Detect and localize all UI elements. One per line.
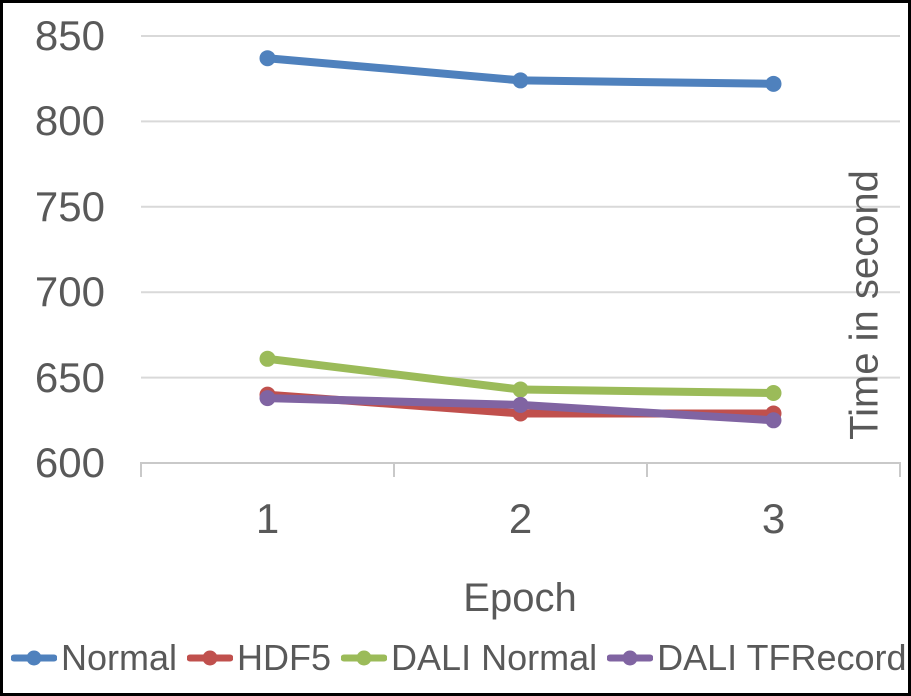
y-tick-label-700: 700: [34, 268, 105, 316]
series-marker-dali-normal-1: [259, 350, 276, 367]
legend-line-marker-icon: [11, 650, 57, 666]
series-marker-dali-normal-3: [765, 384, 782, 401]
series-marker-dali-tfrecord-2: [512, 396, 529, 413]
legend-item-normal: Normal: [11, 637, 177, 679]
legend-label: DALI TFRecord: [657, 637, 907, 678]
series-marker-dali-tfrecord-3: [765, 412, 782, 429]
x-tick-label-2: 2: [508, 495, 533, 542]
legend-line-marker-icon: [341, 650, 388, 666]
y-tick-label-800: 800: [34, 97, 105, 145]
y-tick-label-600: 600: [34, 439, 105, 486]
y-tick-label-750: 750: [34, 182, 105, 230]
series-marker-dali-normal-2: [512, 381, 529, 398]
legend-line-marker-icon: [607, 650, 654, 666]
legend-line-marker-icon: [187, 650, 234, 666]
series-marker-normal-3: [765, 75, 782, 92]
line-chart-plot-area: [140, 35, 901, 477]
x-axis-title: Epoch: [463, 576, 577, 620]
series-marker-normal-1: [259, 50, 276, 67]
legend-label: HDF5: [237, 637, 332, 678]
legend-item-hdf5: HDF5: [187, 637, 331, 679]
chart-legend: Normal HDF5 DALI Normal DALI TFRecord: [11, 635, 908, 681]
x-tick-label-3: 3: [761, 495, 786, 542]
legend-label: DALI Normal: [391, 637, 598, 678]
series-marker-dali-tfrecord-1: [259, 390, 276, 407]
legend-item-dali-tfrecord: DALI TFRecord: [607, 637, 907, 679]
y-axis-title: Time in second: [842, 170, 887, 440]
y-tick-label-850: 850: [34, 12, 105, 59]
legend-item-dali-normal: DALI Normal: [341, 637, 597, 679]
x-tick-label-1: 1: [255, 495, 280, 542]
y-tick-label-650: 650: [34, 353, 105, 401]
legend-label: Normal: [61, 637, 178, 678]
series-marker-normal-2: [512, 72, 529, 89]
